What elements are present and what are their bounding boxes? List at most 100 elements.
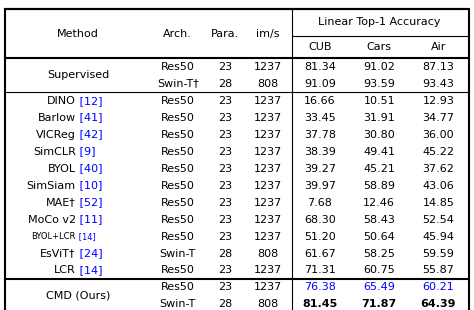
Text: [14]: [14] [76, 265, 102, 276]
Text: 1237: 1237 [254, 164, 282, 174]
Text: 23: 23 [218, 265, 232, 276]
Text: 68.30: 68.30 [304, 215, 336, 224]
Text: 58.25: 58.25 [363, 249, 395, 259]
Text: DINO: DINO [47, 95, 76, 106]
Text: 28: 28 [218, 299, 232, 309]
Text: 61.67: 61.67 [304, 249, 336, 259]
Text: 7.68: 7.68 [308, 197, 332, 207]
Text: 39.97: 39.97 [304, 180, 336, 191]
Text: 49.41: 49.41 [363, 147, 395, 157]
Text: Res50: Res50 [161, 164, 195, 174]
Text: [42]: [42] [76, 130, 102, 140]
Text: Cars: Cars [367, 42, 392, 52]
Text: 87.13: 87.13 [422, 62, 455, 72]
Text: Res50: Res50 [161, 215, 195, 224]
Text: 28: 28 [218, 79, 232, 89]
Text: 59.59: 59.59 [422, 249, 455, 259]
Text: 64.39: 64.39 [421, 299, 456, 309]
Text: [24]: [24] [76, 249, 102, 259]
Text: Res50: Res50 [161, 282, 195, 292]
Text: Barlow: Barlow [38, 113, 76, 122]
Text: EsViT†: EsViT† [40, 249, 76, 259]
Text: Res50: Res50 [161, 95, 195, 106]
Text: 12.46: 12.46 [363, 197, 395, 207]
Text: Res50: Res50 [161, 232, 195, 241]
Text: 1237: 1237 [254, 62, 282, 72]
Text: 65.49: 65.49 [363, 282, 395, 292]
Text: 23: 23 [218, 215, 232, 224]
Text: 28: 28 [218, 249, 232, 259]
Text: 81.34: 81.34 [304, 62, 336, 72]
Text: 52.54: 52.54 [422, 215, 455, 224]
Text: [10]: [10] [76, 180, 102, 191]
Text: LCR: LCR [54, 265, 76, 276]
Text: 1237: 1237 [254, 113, 282, 122]
Text: 808: 808 [257, 299, 278, 309]
Text: 76.38: 76.38 [304, 282, 336, 292]
Text: Linear Top-1 Accuracy: Linear Top-1 Accuracy [318, 17, 440, 27]
Text: Res50: Res50 [161, 197, 195, 207]
Text: BYOL: BYOL [48, 164, 76, 174]
Text: 71.31: 71.31 [304, 265, 336, 276]
Text: MAE†: MAE† [46, 197, 76, 207]
Text: 43.06: 43.06 [423, 180, 454, 191]
Text: CMD (Ours): CMD (Ours) [46, 291, 110, 301]
Text: 58.43: 58.43 [363, 215, 395, 224]
Text: SimSiam: SimSiam [27, 180, 76, 191]
Text: SimCLR: SimCLR [33, 147, 76, 157]
Text: 12.93: 12.93 [422, 95, 455, 106]
Text: Swin-T: Swin-T [160, 299, 196, 309]
Text: 30.80: 30.80 [364, 130, 395, 140]
Text: im/s: im/s [256, 29, 280, 38]
Text: [9]: [9] [76, 147, 95, 157]
Text: 33.45: 33.45 [304, 113, 336, 122]
Text: [41]: [41] [76, 113, 102, 122]
Text: 1237: 1237 [254, 147, 282, 157]
Text: 23: 23 [218, 164, 232, 174]
Text: [14]: [14] [76, 232, 96, 241]
Text: [12]: [12] [76, 95, 102, 106]
Text: 37.78: 37.78 [304, 130, 336, 140]
Text: 1237: 1237 [254, 197, 282, 207]
Text: 23: 23 [218, 62, 232, 72]
Text: 23: 23 [218, 130, 232, 140]
Text: 36.00: 36.00 [423, 130, 454, 140]
Text: 16.66: 16.66 [304, 95, 336, 106]
Text: 14.85: 14.85 [422, 197, 455, 207]
Text: 81.45: 81.45 [302, 299, 337, 309]
Text: [40]: [40] [76, 164, 102, 174]
Text: 91.09: 91.09 [304, 79, 336, 89]
Text: Method: Method [57, 29, 99, 38]
Text: [11]: [11] [76, 215, 102, 224]
Text: 55.87: 55.87 [422, 265, 455, 276]
Text: 23: 23 [218, 147, 232, 157]
Text: 45.94: 45.94 [422, 232, 455, 241]
Text: Res50: Res50 [161, 147, 195, 157]
Text: 23: 23 [218, 232, 232, 241]
Text: 51.20: 51.20 [304, 232, 336, 241]
Text: 93.43: 93.43 [422, 79, 455, 89]
Text: Res50: Res50 [161, 113, 195, 122]
Text: 91.02: 91.02 [363, 62, 395, 72]
Text: 1237: 1237 [254, 130, 282, 140]
Text: Swin-T†: Swin-T† [157, 79, 199, 89]
Text: 1237: 1237 [254, 265, 282, 276]
Text: MoCo v2: MoCo v2 [27, 215, 76, 224]
Text: 34.77: 34.77 [422, 113, 455, 122]
Text: 60.75: 60.75 [364, 265, 395, 276]
Text: BYOL+LCR: BYOL+LCR [31, 232, 76, 241]
Text: 58.89: 58.89 [363, 180, 395, 191]
Text: VICReg: VICReg [36, 130, 76, 140]
Text: Res50: Res50 [161, 130, 195, 140]
Text: Res50: Res50 [161, 62, 195, 72]
Text: 808: 808 [257, 79, 278, 89]
Text: 10.51: 10.51 [364, 95, 395, 106]
Text: 31.91: 31.91 [364, 113, 395, 122]
Text: CUB: CUB [308, 42, 332, 52]
Text: 37.62: 37.62 [422, 164, 455, 174]
Text: 23: 23 [218, 282, 232, 292]
Text: [52]: [52] [76, 197, 102, 207]
Text: Supervised: Supervised [47, 70, 109, 80]
Text: 71.87: 71.87 [362, 299, 397, 309]
Text: 45.22: 45.22 [422, 147, 455, 157]
